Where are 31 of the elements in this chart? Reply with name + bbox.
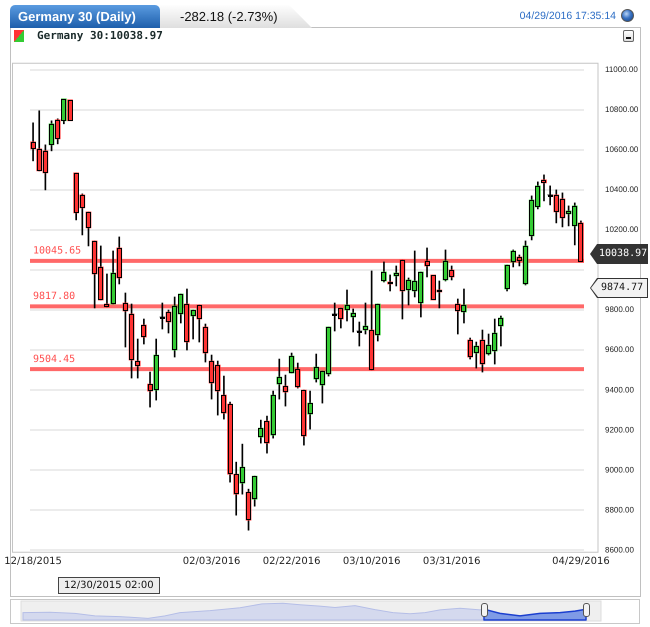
candlestick [541,174,547,202]
text: 9874.77 [591,279,647,297]
candlestick [424,248,430,278]
text: 04/29/2016 17:35:14 [520,10,616,22]
ref-line-label: 9817.80 [33,291,76,302]
y-tick-label: 8600.00 [605,545,634,554]
x-tick-label: 04/29/2016 [552,556,610,567]
x-tick-label: 02/03/2016 [182,556,240,567]
y-tick-label: 8800.00 [605,505,634,514]
chart-title: Germany 30 (Daily) [10,5,160,28]
text: 10038.97 [590,244,648,264]
y-tick-label: 10400.00 [605,185,639,194]
y-tick-label: 9000.00 [605,465,634,474]
chart-subtitle: -282.18 (-2.73%) [160,5,312,28]
y-tick-label: 9600.00 [605,345,634,354]
y-tick-label: 9400.00 [605,385,634,394]
text: 12/30/2015 02:00 [58,577,160,594]
y-tick-label: 10800.00 [605,105,639,114]
y-tick-label: 9800.00 [605,305,634,314]
y-tick-label: 10600.00 [605,145,639,154]
y-tick-label: 10200.00 [605,225,639,234]
x-tick-label: 12/18/2015 [4,556,62,567]
x-tick-label: 03/31/2016 [422,556,480,567]
x-tick-label: 03/10/2016 [342,556,400,567]
ref-line-label: 10045.65 [33,245,82,256]
candlestick [282,374,288,406]
y-tick-label: 9200.00 [605,425,634,434]
legend-label: Germany 30:10038.97 [37,29,163,42]
ref-line-label: 9504.45 [33,354,76,365]
y-tick-label: 11000.00 [605,65,638,74]
x-tick-label: 02/22/2016 [262,556,320,567]
